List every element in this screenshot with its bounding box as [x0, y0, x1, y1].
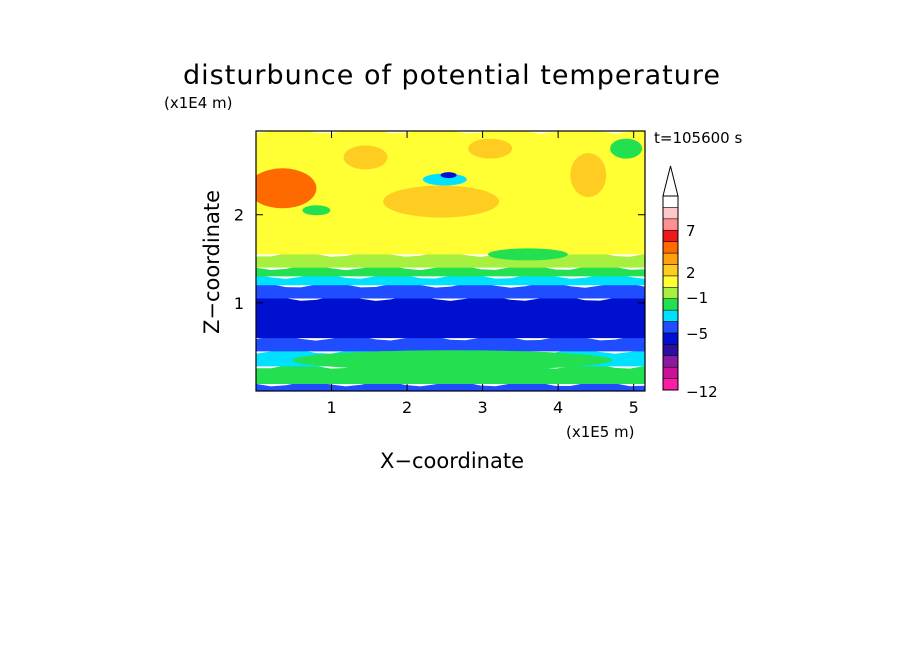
contour-layer — [256, 251, 645, 268]
contour-feature — [440, 172, 457, 179]
time-label: t=105600 s — [654, 129, 742, 147]
contour-feature — [256, 168, 317, 209]
colorbar-tick-label: −1 — [686, 289, 708, 307]
colorbar-tick-label: −5 — [686, 325, 708, 343]
x-tick-label: 1 — [326, 398, 336, 417]
plot-area — [256, 131, 645, 391]
colorbar-swatch — [662, 298, 679, 311]
x-tick-label: 5 — [629, 398, 639, 417]
colorbar-tick-label: −12 — [686, 383, 718, 401]
contour-layer — [256, 363, 645, 384]
colorbar-tick-label: 2 — [686, 264, 696, 282]
contour-layer — [256, 335, 645, 352]
colorbar-frame — [662, 195, 679, 391]
feature-blobs — [256, 138, 643, 371]
colorbar-swatch — [662, 264, 679, 277]
contour-layer — [256, 282, 645, 299]
contour-feature — [292, 350, 613, 371]
x-tick-label: 2 — [402, 398, 412, 417]
y-tick-label: 2 — [234, 206, 244, 225]
y-unit-label: (x1E4 m) — [164, 94, 233, 112]
chart-title: disturbunce of potential temperature — [183, 60, 721, 91]
x-tick-label: 3 — [478, 398, 488, 417]
contour-feature — [343, 145, 388, 170]
y-tick-label: 1 — [234, 294, 244, 313]
plot-frame — [255, 130, 646, 392]
contour-layer — [256, 273, 645, 286]
colorbar-swatch — [662, 287, 679, 299]
contour-feature — [383, 185, 500, 218]
colorbar-swatch — [662, 229, 679, 242]
colorbar-swatch — [662, 355, 679, 368]
colorbar-swatch — [662, 207, 679, 220]
contour-feature — [468, 138, 513, 159]
colorbar-swatch — [662, 218, 679, 231]
contour-feature — [487, 248, 568, 261]
colorbar-swatch — [662, 366, 679, 379]
y-axis-title: Z−coordinate — [200, 190, 224, 334]
x-axis: 1 2 3 4 5 — [326, 131, 639, 417]
colorbar-swatch — [662, 195, 679, 208]
contour-layer — [256, 265, 645, 277]
x-tick-label: 4 — [553, 398, 563, 417]
colorbar-swatch — [662, 378, 679, 391]
colorbar: 7 2 −1 −5 −12 — [662, 165, 718, 401]
contour-feature — [570, 153, 607, 198]
colorbar-swatch — [662, 275, 679, 288]
x-axis-title: X−coordinate — [380, 449, 524, 473]
contour-feature — [422, 173, 467, 186]
colorbar-swatch — [662, 344, 679, 357]
x-unit-label: (x1E5 m) — [566, 423, 635, 441]
colorbar-tick-label: 7 — [686, 222, 696, 240]
contour-feature — [610, 138, 643, 159]
colorbar-swatch — [662, 241, 679, 254]
colorbar-swatch — [662, 252, 679, 265]
contour-layer — [256, 296, 645, 339]
colorbar-extend-arrow — [662, 165, 679, 197]
colorbar-swatch — [662, 332, 679, 345]
colorbar-swatch — [662, 309, 679, 322]
y-axis: 12 — [234, 206, 645, 313]
colorbar-swatch — [662, 321, 679, 334]
contour-layer — [256, 381, 645, 391]
contour-feature — [302, 205, 331, 216]
